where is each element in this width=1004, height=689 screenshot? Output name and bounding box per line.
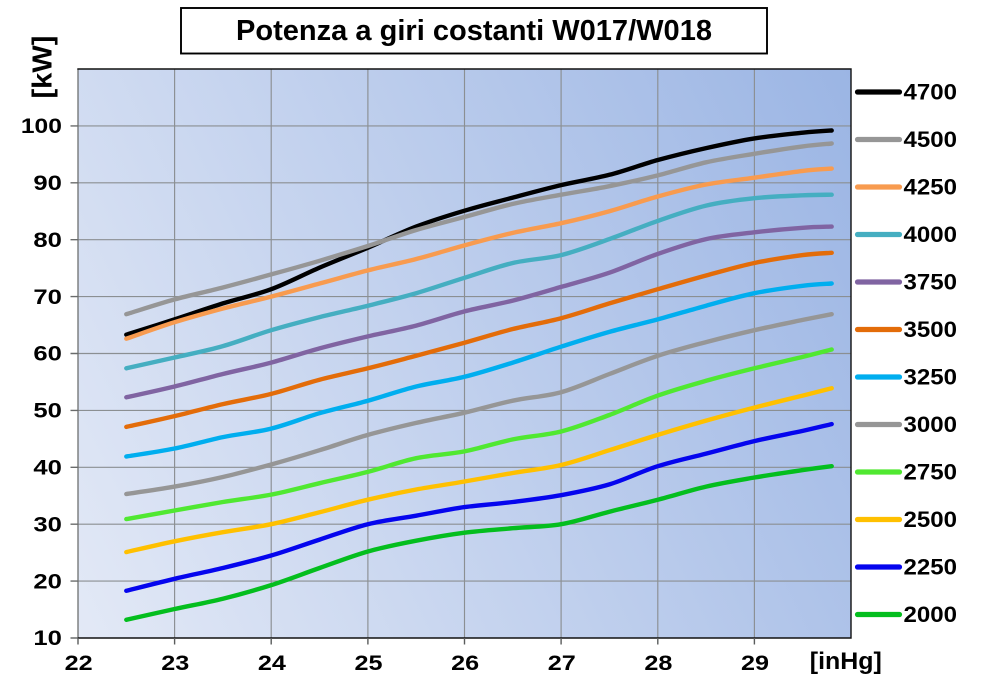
svg-text:4250: 4250 <box>904 175 958 200</box>
svg-text:24: 24 <box>258 652 286 675</box>
svg-text:70: 70 <box>33 286 62 309</box>
svg-text:[kW]: [kW] <box>26 36 57 99</box>
svg-text:3250: 3250 <box>904 365 958 390</box>
svg-text:3500: 3500 <box>904 317 958 342</box>
svg-text:2250: 2250 <box>904 555 958 580</box>
svg-text:2500: 2500 <box>904 507 958 532</box>
svg-text:30: 30 <box>33 513 62 536</box>
svg-text:29: 29 <box>741 652 769 675</box>
svg-text:100: 100 <box>21 115 62 138</box>
svg-text:26: 26 <box>451 652 479 675</box>
svg-text:28: 28 <box>644 652 672 675</box>
svg-text:3750: 3750 <box>904 270 958 295</box>
svg-text:40: 40 <box>33 457 62 480</box>
svg-text:2750: 2750 <box>904 460 958 485</box>
svg-text:22: 22 <box>65 652 93 675</box>
svg-text:10: 10 <box>33 627 62 650</box>
svg-text:4500: 4500 <box>904 127 958 152</box>
svg-text:25: 25 <box>355 652 383 675</box>
svg-text:2000: 2000 <box>904 602 958 627</box>
svg-text:50: 50 <box>33 400 62 423</box>
svg-text:23: 23 <box>161 652 189 675</box>
svg-text:Potenza a giri costanti W017/W: Potenza a giri costanti W017/W018 <box>236 15 712 47</box>
svg-text:27: 27 <box>548 652 576 675</box>
svg-text:20: 20 <box>33 570 62 593</box>
svg-text:60: 60 <box>33 343 62 366</box>
svg-text:80: 80 <box>33 229 62 252</box>
svg-text:[inHg]: [inHg] <box>810 648 882 675</box>
svg-text:3000: 3000 <box>904 412 958 437</box>
svg-text:4000: 4000 <box>904 222 958 247</box>
svg-text:90: 90 <box>33 172 62 195</box>
svg-text:4700: 4700 <box>904 80 958 105</box>
